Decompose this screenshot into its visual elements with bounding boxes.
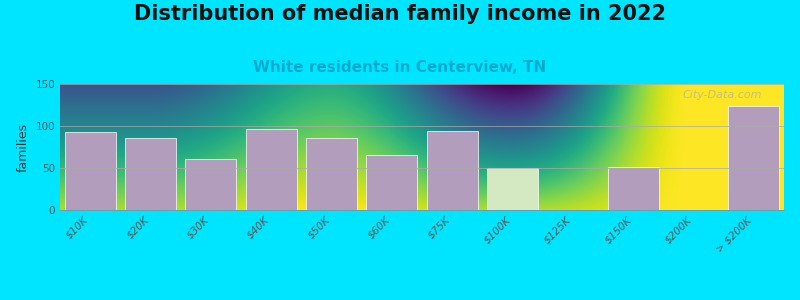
Bar (366, 155, 418, 210)
Bar (728, 106, 779, 210)
Text: White residents in Centerview, TN: White residents in Centerview, TN (254, 60, 546, 75)
Bar (487, 168, 538, 210)
Bar (306, 138, 357, 210)
Y-axis label: families: families (17, 122, 30, 172)
Bar (185, 159, 237, 210)
Text: City-Data.com: City-Data.com (682, 90, 762, 100)
Bar (426, 131, 478, 210)
Bar (125, 138, 176, 210)
Bar (65, 132, 116, 210)
Text: Distribution of median family income in 2022: Distribution of median family income in … (134, 4, 666, 25)
Bar (246, 129, 297, 210)
Bar (607, 167, 659, 210)
